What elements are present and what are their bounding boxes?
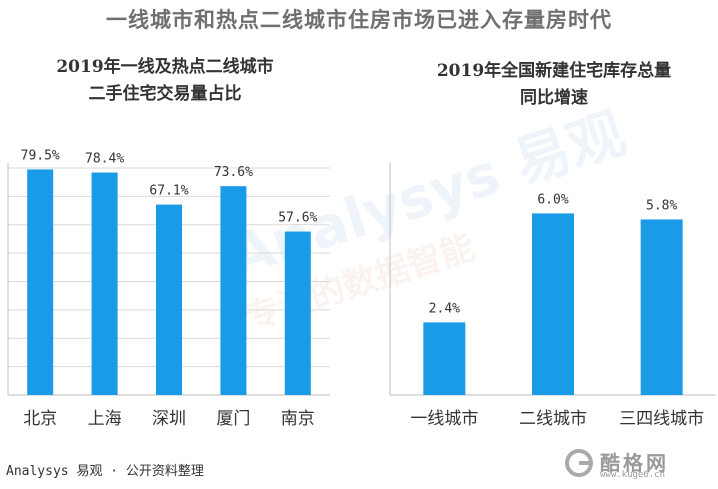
site-logo-icon <box>565 449 593 477</box>
data-label-1: 6.0% <box>537 192 568 207</box>
x-tick-label-2: 三四线城市 <box>619 409 704 429</box>
left-chart-title-line-2: 二手住宅交易量占比 <box>88 84 242 104</box>
right-bar-chart: 2.4% 一线城市 6.0% 二线城市 5.8% 三四线城市 <box>389 163 716 429</box>
bar-0 <box>27 169 54 395</box>
site-logo-name: 酷格网 <box>600 451 669 475</box>
data-label-1: 78.4% <box>85 152 124 167</box>
site-logo: 酷格网 www.kuge6.cn <box>560 445 715 485</box>
right-chart-title-line-1: 2019年全国新建住宅库存总量 <box>436 61 672 81</box>
x-tick-label-3: 厦门 <box>216 409 250 429</box>
bar-4 <box>284 231 311 395</box>
x-tick-label-0: 北京 <box>23 409 57 429</box>
left-chart-title-line-1: 2019年一线及热点二线城市 <box>56 57 274 77</box>
x-tick-label-4: 南京 <box>281 409 315 429</box>
bar-3 <box>220 186 247 395</box>
right-chart-title: 2019年全国新建住宅库存总量 同比增速 <box>390 58 718 112</box>
data-label-3: 73.6% <box>214 165 253 180</box>
data-label-0: 79.5% <box>21 148 60 163</box>
right-chart-title-line-2: 同比增速 <box>520 88 588 108</box>
source-note: Analysys 易观 · 公开资料整理 <box>6 464 204 479</box>
data-label-0: 2.4% <box>429 301 460 316</box>
bar-0 <box>423 322 466 395</box>
x-tick-label-0: 一线城市 <box>410 409 478 429</box>
left-chart-title: 2019年一线及热点二线城市 二手住宅交易量占比 <box>0 54 330 108</box>
bar-2 <box>156 204 182 395</box>
left-bar-chart: 79.5% 北京 78.4% 上海 67.1% 深圳 73.6% 厦门 57.6% 南京 <box>7 148 330 429</box>
bar-2 <box>640 219 683 395</box>
bar-1 <box>532 213 574 395</box>
main-title: 一线城市和热点二线城市住房市场已进入存量房时代 <box>106 7 612 32</box>
x-tick-label-1: 上海 <box>88 409 122 429</box>
site-logo-url: www.kuge6.cn <box>600 470 666 480</box>
bar-1 <box>91 172 118 395</box>
x-tick-label-1: 二线城市 <box>519 409 587 429</box>
data-label-2: 67.1% <box>149 184 188 199</box>
data-label-2: 5.8% <box>646 198 677 213</box>
data-label-4: 57.6% <box>278 211 317 226</box>
x-tick-label-2: 深圳 <box>152 409 186 429</box>
